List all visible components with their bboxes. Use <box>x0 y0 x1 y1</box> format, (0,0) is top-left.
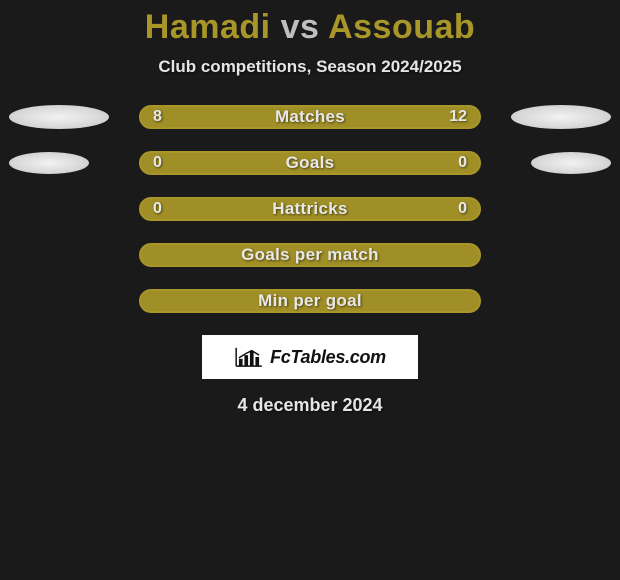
stat-row: Goals per match <box>0 243 620 267</box>
player2-name: Assouab <box>328 8 475 46</box>
stat-label: Matches <box>141 107 479 127</box>
stat-row: 00Hattricks <box>0 197 620 221</box>
stat-label: Goals <box>141 153 479 173</box>
player1-badge <box>9 105 109 129</box>
player2-badge <box>511 105 611 129</box>
stat-label: Min per goal <box>141 291 479 311</box>
stat-label: Hattricks <box>141 199 479 219</box>
stat-row: Min per goal <box>0 289 620 313</box>
page-title: Hamadi vs Assouab <box>0 8 620 47</box>
stat-bar: Goals per match <box>139 243 481 267</box>
player2-badge <box>531 152 611 174</box>
stat-row: 812Matches <box>0 105 620 129</box>
stat-bar: 00Hattricks <box>139 197 481 221</box>
logo-text: FcTables.com <box>270 347 386 368</box>
comparison-widget: Hamadi vs Assouab Club competitions, Sea… <box>0 0 620 416</box>
subtitle: Club competitions, Season 2024/2025 <box>0 57 620 77</box>
chart-icon <box>234 346 264 368</box>
source-logo: FcTables.com <box>202 335 418 379</box>
stat-bar: Min per goal <box>139 289 481 313</box>
stat-row: 00Goals <box>0 151 620 175</box>
stat-bar: 00Goals <box>139 151 481 175</box>
player1-name: Hamadi <box>145 8 271 46</box>
stat-label: Goals per match <box>141 245 479 265</box>
player1-badge <box>9 152 89 174</box>
stats-rows: 812Matches 00Goals 00Hattricks Goals per ma… <box>0 105 620 313</box>
vs-text: vs <box>281 8 320 46</box>
date-text: 4 december 2024 <box>0 395 620 416</box>
stat-bar: 812Matches <box>139 105 481 129</box>
